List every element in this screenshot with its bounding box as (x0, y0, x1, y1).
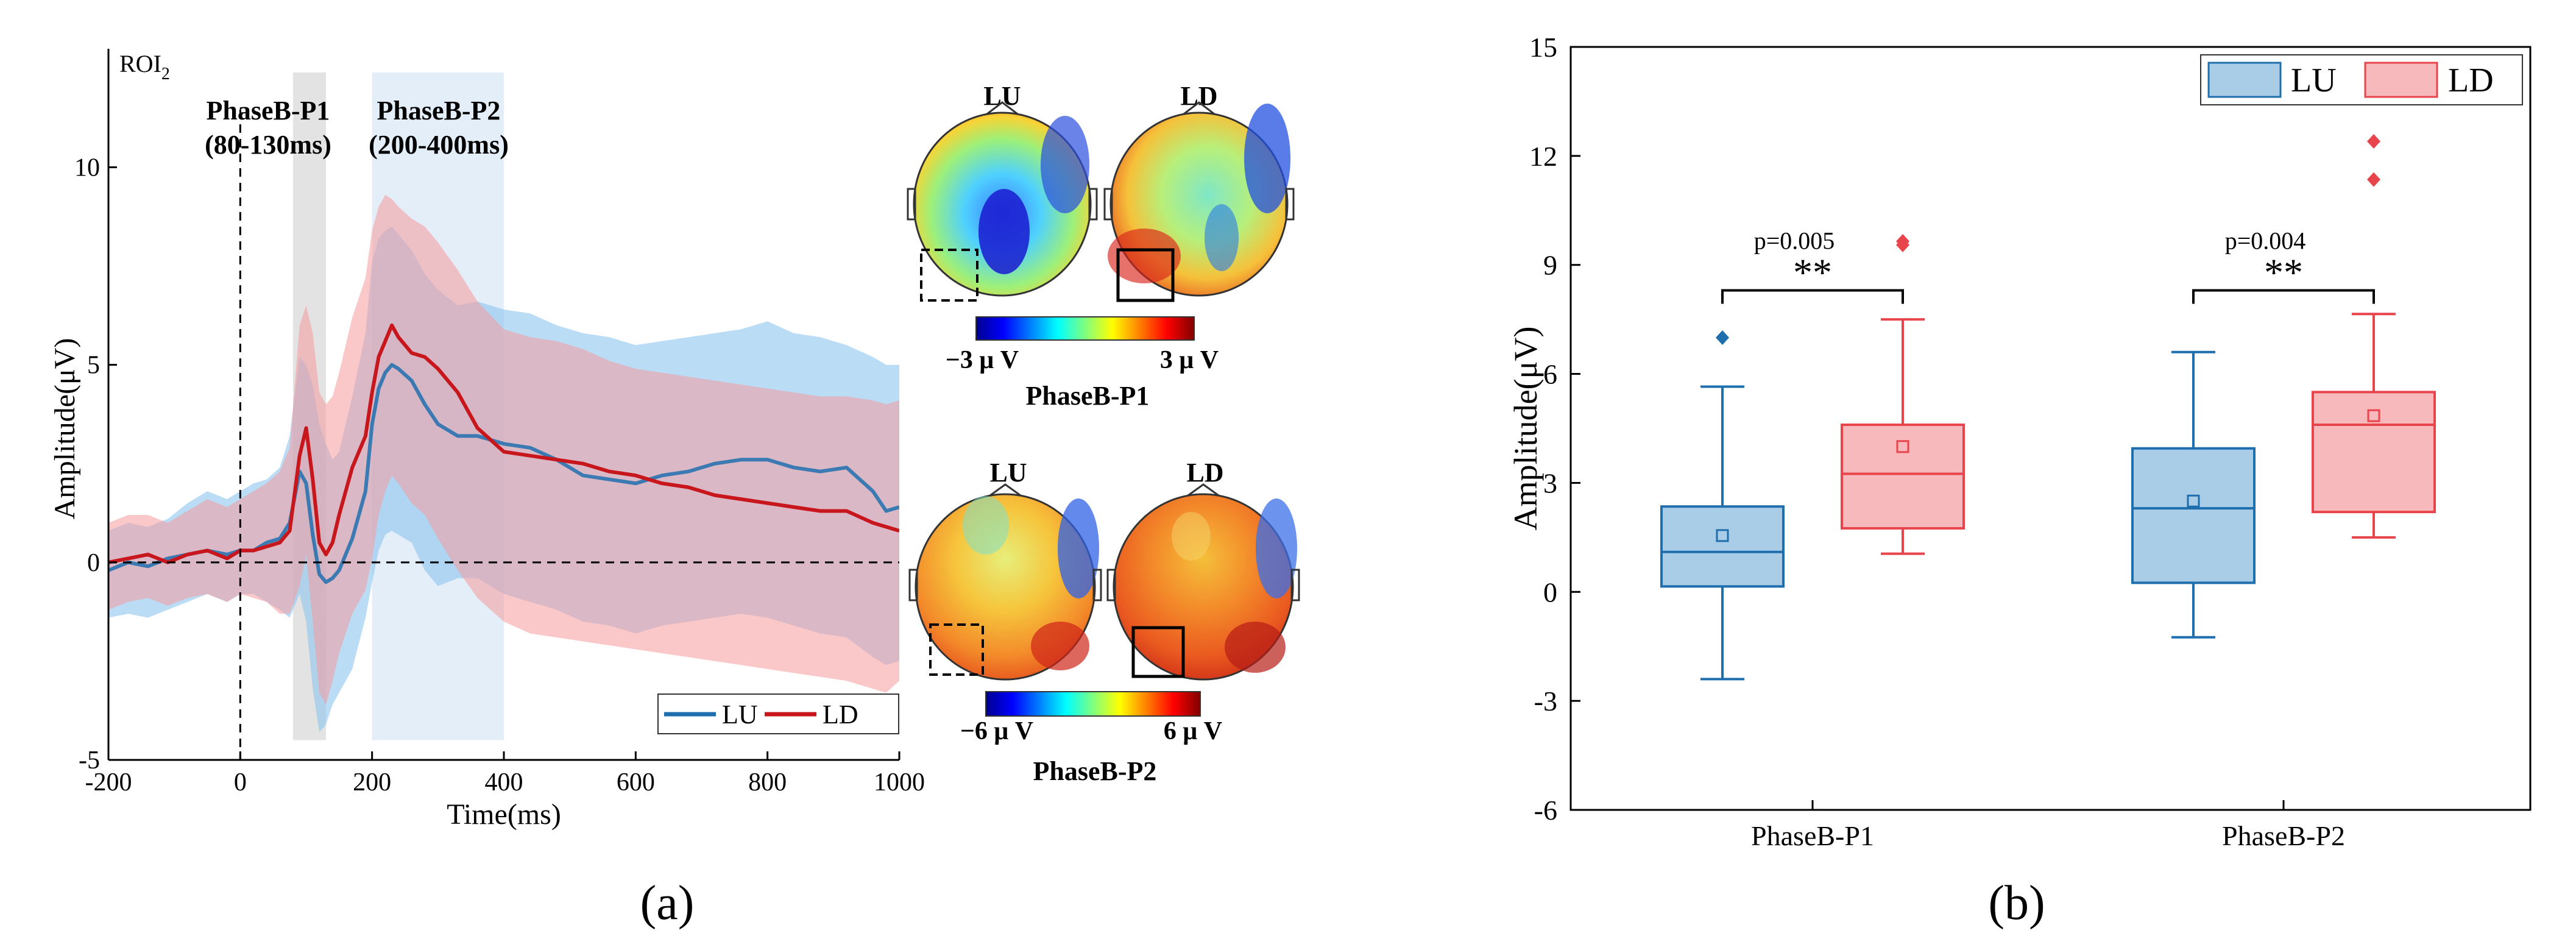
box-plots (1660, 134, 2436, 681)
x-tick-label: 800 (748, 768, 787, 796)
box-ld-phaseb-p1 (1841, 233, 1965, 555)
y-tick-label: 5 (87, 352, 100, 380)
colorbar-p2 (985, 691, 1201, 717)
y-tick-label: 0 (1543, 576, 1557, 608)
topographic-maps: LU LD −3 μ V 3 μ V PhaseB-P1 LU LD (907, 81, 1300, 786)
y-axis-title: Amplitude(μV) (1507, 327, 1544, 531)
mean-marker (2187, 494, 2200, 508)
box-ld-phaseb-p2 (2312, 134, 2436, 539)
y-tick-label: 15 (1529, 32, 1557, 63)
window2-name: PhaseB-P2 (377, 96, 501, 126)
y-tick-label: -5 (79, 747, 100, 775)
significance-stars: ** (2264, 250, 2303, 294)
legend-lu-label: LU (722, 700, 758, 729)
topomap-p1-ld (1103, 101, 1295, 302)
legend-ld-label: LD (2448, 62, 2494, 99)
mean-marker (1716, 529, 1729, 542)
outlier-point (2367, 134, 2380, 149)
x-tick-label: PhaseB-P1 (1751, 820, 1874, 851)
window1-range: (80-130ms) (205, 130, 331, 160)
x-tick-label: 0 (234, 768, 247, 796)
significance-bracket (1721, 289, 1904, 304)
panel-a-legend: LU LD (657, 693, 899, 734)
topomap-p1-ld-title: LD (1180, 81, 1217, 111)
outlier-point (2367, 172, 2380, 187)
y-tick-label: 12 (1529, 141, 1557, 172)
panel-a-erp-chart: -200 0 200 400 600 800 1000 -5 0 5 10 Time(ms) Ampli… (49, 49, 925, 930)
colorbar-p1-caption: PhaseB-P1 (1026, 381, 1150, 411)
x-tick-label: 1000 (874, 768, 925, 796)
box-lu-phaseb-p1 (1660, 330, 1785, 681)
x-tick-label: 400 (485, 768, 523, 796)
y-tick-label: -3 (1534, 686, 1557, 717)
outlier-point (1896, 233, 1909, 249)
box-iqr (2131, 447, 2256, 584)
panel-a-label: (a) (640, 876, 695, 930)
erp-lines (108, 323, 899, 584)
y-tick-label: 10 (74, 154, 100, 182)
roi-box-solid (1116, 248, 1175, 302)
panel-b-label: (b) (1988, 876, 2045, 930)
colorbar-p2-max: 6 μ V (1164, 717, 1222, 745)
topomap-p2-lu (908, 483, 1102, 681)
colorbar-p2-min: −6 μ V (960, 717, 1033, 745)
box-lu-phaseb-p2 (2131, 350, 2256, 639)
panel-b-axes: -6 -3 0 3 6 9 12 15 PhaseB-P1 PhaseB-P2 Amplitude(… (1507, 32, 2345, 851)
y-tick-label: 0 (87, 549, 100, 577)
mean-marker (1896, 440, 1909, 453)
topomap-p2-ld (1106, 483, 1300, 681)
x-tick-label: -200 (85, 768, 132, 796)
significance-bracket (2192, 289, 2375, 304)
window2-range: (200-400ms) (369, 130, 509, 160)
roi-box-dashed (929, 623, 984, 676)
y-tick-label: 6 (1543, 359, 1557, 390)
legend-ld-label: LD (823, 700, 858, 729)
colorbar-p2-caption: PhaseB-P2 (1033, 756, 1157, 786)
y-tick-label: 3 (1543, 467, 1557, 498)
p-value-label: p=0.004 (2225, 227, 2306, 254)
panel-b-legend: LU LD (2200, 54, 2523, 105)
box-iqr (1660, 505, 1785, 588)
mean-marker (2367, 409, 2380, 422)
y-tick-label: 9 (1543, 250, 1557, 281)
legend-lu-label: LU (2291, 62, 2337, 99)
colorbar-p1-min: −3 μ V (946, 346, 1019, 374)
x-axis-title: Time(ms) (447, 798, 561, 831)
roi-label: ROI2 (119, 50, 170, 83)
panel-a-axes: -200 0 200 400 600 800 1000 -5 0 5 10 Time(ms) Ampli… (49, 49, 925, 831)
colorbar-p1-max: 3 μ V (1160, 346, 1219, 374)
panel-b-box-chart: -6 -3 0 3 6 9 12 15 PhaseB-P1 PhaseB-P2 Amplitude(… (1507, 32, 2532, 930)
colorbar-p1 (975, 316, 1195, 341)
roi-box-dashed (920, 249, 978, 302)
line-ld (108, 323, 899, 564)
legend-ld-swatch (2364, 62, 2438, 98)
x-tick-label: PhaseB-P2 (2222, 820, 2345, 851)
x-tick-label: 200 (353, 768, 391, 796)
legend-lu-swatch (2207, 62, 2282, 98)
window1-name: PhaseB-P1 (207, 96, 330, 126)
box-iqr (1841, 424, 1965, 530)
y-tick-label: -6 (1534, 795, 1557, 826)
topomap-p1-lu-title: LU (983, 81, 1021, 111)
significance-phaseb-p2: **p=0.004 (2192, 227, 2375, 304)
box-iqr (2312, 391, 2436, 514)
topomap-p1-lu (907, 101, 1098, 302)
significance-phaseb-p1: **p=0.005 (1721, 227, 1904, 304)
significance-annotations: **p=0.005**p=0.004 (1721, 227, 2375, 304)
significance-stars: ** (1793, 250, 1832, 294)
roi-box-solid (1131, 626, 1185, 678)
p-value-label: p=0.005 (1754, 227, 1835, 254)
x-tick-label: 600 (617, 768, 655, 796)
topomap-p2-ld-title: LD (1186, 458, 1223, 488)
outlier-point (1716, 330, 1729, 345)
panel-b-frame (1569, 46, 2532, 811)
y-axis-title: Amplitude(μV) (49, 338, 81, 520)
topomap-p2-lu-title: LU (989, 458, 1027, 488)
